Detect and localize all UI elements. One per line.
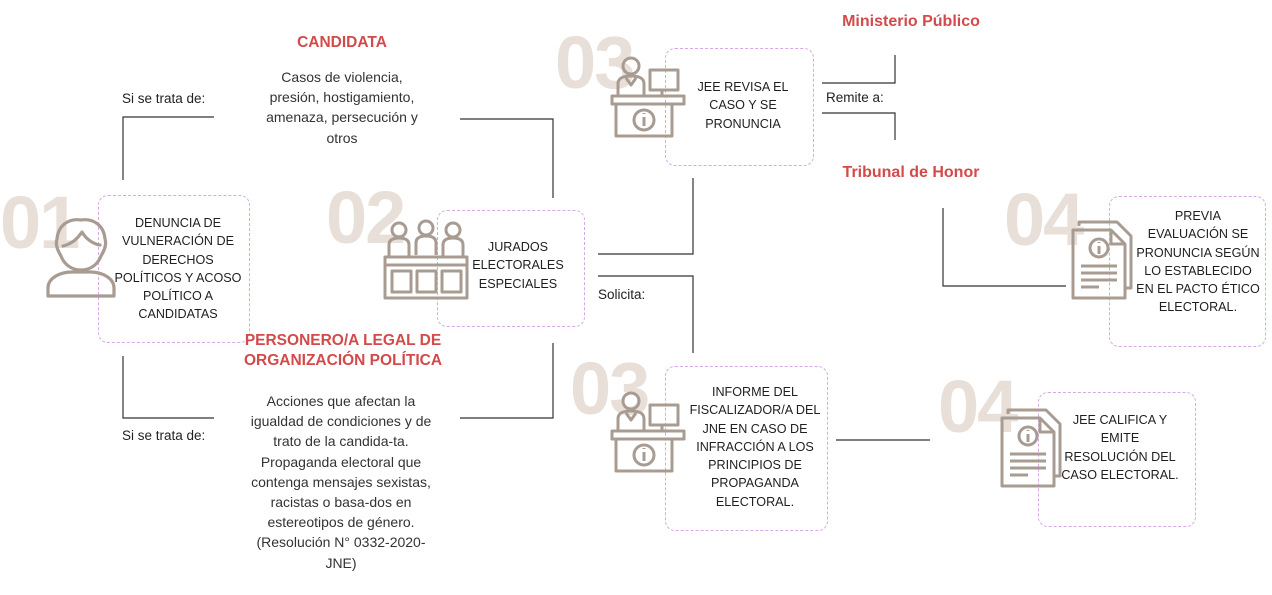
ministerio-heading: Ministerio Público [842, 13, 980, 30]
candidata-description: Casos de violencia, presión, hostigamien… [266, 69, 418, 146]
official-desk-icon [610, 391, 686, 473]
connector-02-03a [598, 178, 694, 255]
connector-candidata-left [122, 116, 214, 180]
solicita-label: Solicita: [598, 287, 646, 302]
step-number-04b: 04 [938, 365, 1018, 448]
step-text-03b: INFORME DEL FISCALIZADOR/A DEL JNE EN CA… [689, 385, 821, 509]
step-text-02: JURADOS ELECTORALES ESPECIALES [472, 240, 564, 291]
step-text-03a: JEE REVISA EL CASO Y SE PRONUNCIA [697, 80, 789, 131]
document-info-icon [1071, 220, 1133, 300]
candidata-trigger: Si se trata de: [122, 91, 206, 106]
connector-candidata-right [460, 118, 554, 198]
step-text-04a: PREVIA EVALUACIÓN SE PRONUNCIA SEGÚN LO … [1136, 209, 1260, 315]
step-number-02: 02 [326, 176, 406, 259]
step-number-03b: 03 [570, 347, 650, 430]
step-box-02 [437, 210, 585, 327]
document-info-icon [1000, 408, 1062, 488]
remite-label: Remite a: [826, 90, 884, 105]
connector-personero-left [122, 356, 214, 419]
official-desk-icon [610, 56, 686, 138]
personero-description: Acciones que afectan la igualdad de cond… [250, 393, 432, 571]
connector-remite-ministerio [822, 55, 896, 84]
connector-02-03b [598, 275, 694, 353]
connector-tribunal-04a [942, 208, 1066, 287]
connector-personero-right [460, 343, 554, 419]
step-text-04b: JEE CALIFICA Y EMITE RESOLUCIÓN DEL CASO… [1061, 413, 1179, 482]
step-box-03a [665, 48, 814, 166]
tribunal-heading: Tribunal de Honor [842, 164, 980, 181]
jury-panel-icon [383, 219, 469, 300]
personero-trigger: Si se trata de: [122, 428, 206, 443]
step-box-01 [98, 195, 250, 343]
candidata-heading: CANDIDATA [297, 34, 387, 51]
woman-avatar-icon [46, 218, 116, 298]
connector-remite-tribunal [822, 112, 896, 140]
step-box-03b [665, 366, 828, 531]
step-number-03a: 03 [555, 21, 635, 104]
step-text-01: DENUNCIA DE VULNERACIÓN DE DERECHOS POLÍ… [114, 216, 242, 322]
personero-heading: PERSONERO/A LEGAL DE ORGANIZACIÓN POLÍTI… [243, 332, 443, 369]
step-number-04a: 04 [1004, 178, 1084, 261]
